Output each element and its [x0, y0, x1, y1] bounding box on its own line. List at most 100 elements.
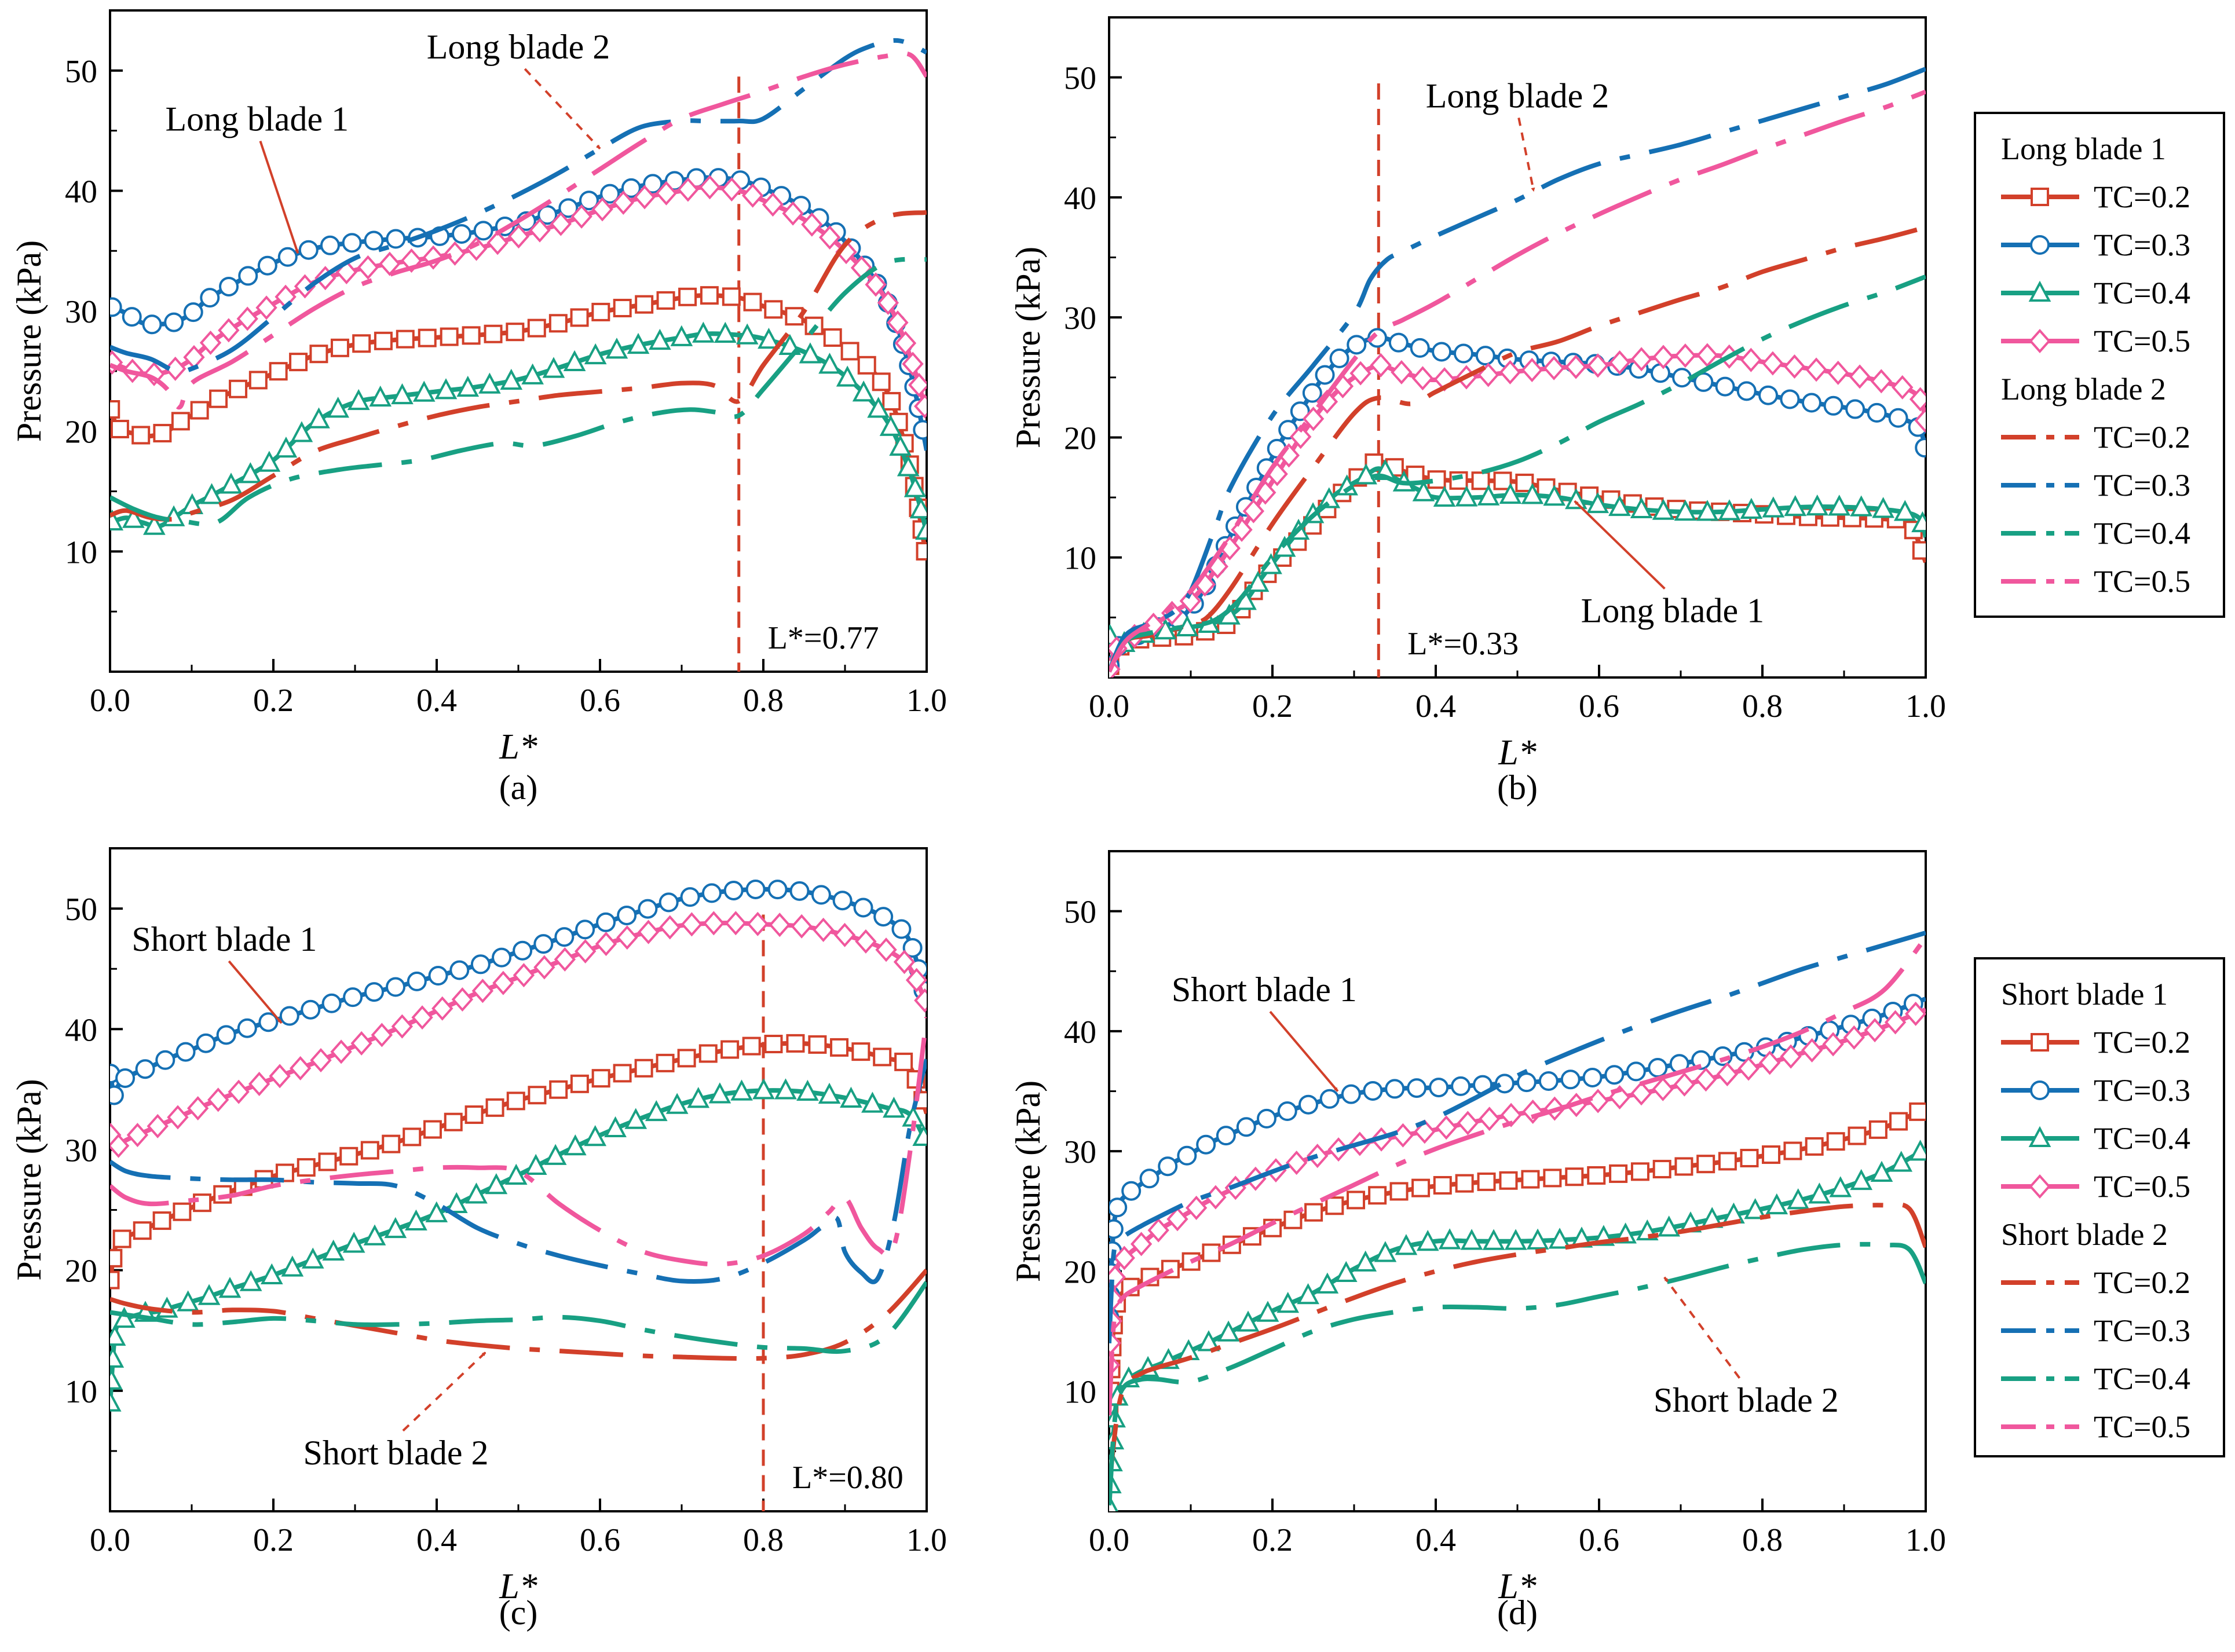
- panel-a-series-2-point: [456, 375, 480, 397]
- panel-a-series-0-point: [269, 362, 288, 381]
- panel-c-series-0-point: [318, 1152, 337, 1171]
- panel-a-series-6-line: [110, 257, 927, 527]
- panel-a-xtick-label: 0.6: [580, 683, 620, 719]
- panel-d-ylabel: Pressure (kPa): [1009, 1080, 1047, 1282]
- legend-2-group-title: Short blade 1: [2001, 977, 2168, 1012]
- panel-c-series-3-point: [289, 1056, 312, 1080]
- panel-d-series-1-point: [1256, 1108, 1276, 1129]
- panel-a-series-1-point: [643, 174, 663, 194]
- panel-c-series-3-point: [905, 968, 927, 992]
- panel-d-series-2-point: [1217, 1320, 1240, 1342]
- panel-c-series-3-point: [914, 988, 927, 1013]
- panel-b-series-3-point: [1805, 357, 1827, 382]
- panel-a-series-1-point: [164, 312, 184, 332]
- panel-c-series-2-point: [861, 1091, 884, 1113]
- panel-b-series-2-point: [1586, 492, 1610, 514]
- panel-a-series-1-point: [913, 420, 927, 440]
- panel-a-series-3-point: [164, 356, 186, 381]
- panel-d-series-1-point: [1121, 1181, 1142, 1201]
- panel-c-series-3-point: [451, 987, 474, 1012]
- legend-1-entry-label: TC=0.5: [2094, 324, 2190, 358]
- panel-d-series-3-point: [1185, 1195, 1208, 1220]
- panel-b-series-2-point: [1318, 487, 1341, 508]
- panel-b-series-3-point: [1411, 366, 1434, 391]
- panel-c-series-2-point: [342, 1232, 365, 1253]
- panel-a-series-2-point: [122, 507, 145, 528]
- panel-c-annotation-1-arrow: [402, 1351, 486, 1432]
- panel-c-series-1-point: [811, 885, 831, 905]
- panel-a-series-1-point: [298, 240, 319, 260]
- panel-c-series: [110, 879, 927, 1412]
- panel-a-series-3-point: [218, 318, 240, 343]
- panel-b-series-2-point: [1806, 494, 1829, 516]
- panel-a-series-0-point: [527, 318, 546, 338]
- panel-a-series-2-point: [434, 378, 458, 400]
- panel-c-series-3-point: [248, 1071, 270, 1096]
- panel-a-series-3-point: [677, 177, 699, 202]
- panel-d-series-1-point: [1648, 1058, 1668, 1078]
- panel-a-series-2-point: [275, 437, 298, 458]
- panel-c-series-0-point: [485, 1098, 504, 1117]
- panel-b-series-2-point: [1176, 615, 1199, 636]
- panel-d-series-1-point: [1604, 1065, 1625, 1085]
- panel-a-series-2-point: [239, 462, 262, 483]
- panel-c-series-3-point: [126, 1123, 149, 1148]
- legend-2-entry-label: TC=0.2: [2094, 1265, 2190, 1300]
- panel-d-series-1-point: [1582, 1067, 1603, 1087]
- panel-c-series-2-point: [177, 1290, 199, 1312]
- panel-d-series-2-point: [1909, 1140, 1926, 1161]
- panel-c-series-1-point: [680, 887, 700, 907]
- panel-b-series-3-point: [1827, 360, 1849, 385]
- panel-c-series-3-point: [725, 911, 747, 936]
- panel-b: 0.0 0.2 0.4 0.6 0.8 1.0 10 20 30 40 50 Pressure (kP…: [1009, 16, 1946, 807]
- panel-c-series-1-point: [902, 937, 923, 958]
- legend-2: Short blade 1 TC=0.2 TC=0.3 TC=0.4 TC=0.5 Sho…: [1974, 957, 2225, 1457]
- panel-d-series-3-point: [1716, 1062, 1738, 1087]
- panel-d-series-2-point: [1438, 1228, 1461, 1250]
- panel-a-series-1-point: [600, 184, 620, 204]
- panel-b-marker-label: L*=0.33: [1407, 626, 1519, 662]
- panel-c-series-1-point: [110, 1085, 124, 1105]
- panel-c-ytick-label: 50: [65, 892, 97, 928]
- panel-c-series-1-point: [745, 879, 766, 899]
- panel-b-series-6-line: [1109, 274, 1926, 673]
- panel-b-series-2-point: [1433, 485, 1456, 507]
- panel-a-series-0-point: [153, 424, 172, 443]
- panel-c-series-0-point: [464, 1105, 484, 1124]
- panel-d-series-3-point: [1457, 1111, 1479, 1135]
- panel-a-series-2-point: [852, 380, 875, 402]
- panel-a-ylabel: Pressure (kPa): [10, 240, 48, 442]
- panel-a-series-1-point: [257, 255, 277, 276]
- panel-c-series-3-point: [147, 1113, 169, 1138]
- panel-d-series-0-point: [1889, 1112, 1908, 1131]
- panel-a-series: [110, 38, 927, 561]
- panel-c-series-2-point: [604, 1116, 627, 1138]
- panel-c-marker-label: L*=0.80: [792, 1460, 903, 1496]
- panel-a-series-2-point: [818, 353, 841, 374]
- panel-a-marker-label: L*=0.77: [768, 620, 879, 656]
- panel-a-series-1-point: [473, 221, 493, 241]
- panel-c-series-1-point: [258, 1012, 279, 1032]
- panel-c-series-1-point: [767, 880, 788, 900]
- panel-d-series-3-point: [1113, 1246, 1135, 1270]
- panel-c-series-1-point: [364, 982, 385, 1002]
- panel-b-xtick-label: 0.8: [1742, 688, 1783, 724]
- panel-c-series-2-point: [665, 1093, 689, 1114]
- panel-c-series-3-point: [703, 911, 725, 936]
- panel-c-series-2-point: [405, 1209, 427, 1230]
- panel-d-series-0-point: [1543, 1169, 1562, 1188]
- panel-c-series-3-point: [431, 996, 453, 1021]
- panel-b-series-1-point: [1867, 402, 1887, 423]
- panel-a-series-3-point: [887, 310, 909, 335]
- panel-c-series-2-point: [645, 1100, 668, 1122]
- panel-c-series-3-point: [533, 955, 555, 980]
- panel-a-series-2-point: [584, 343, 607, 365]
- panel-c-series-2-point: [218, 1277, 242, 1298]
- panel-c-series-2-point: [110, 1368, 123, 1390]
- panel-c-series-1-point: [175, 1042, 196, 1062]
- panel-a-ytick-label: 30: [65, 294, 97, 330]
- panel-b-series-3-point: [1349, 361, 1371, 386]
- panel-a-series-2-point: [605, 338, 628, 359]
- panel-a-series-0-point: [418, 328, 437, 347]
